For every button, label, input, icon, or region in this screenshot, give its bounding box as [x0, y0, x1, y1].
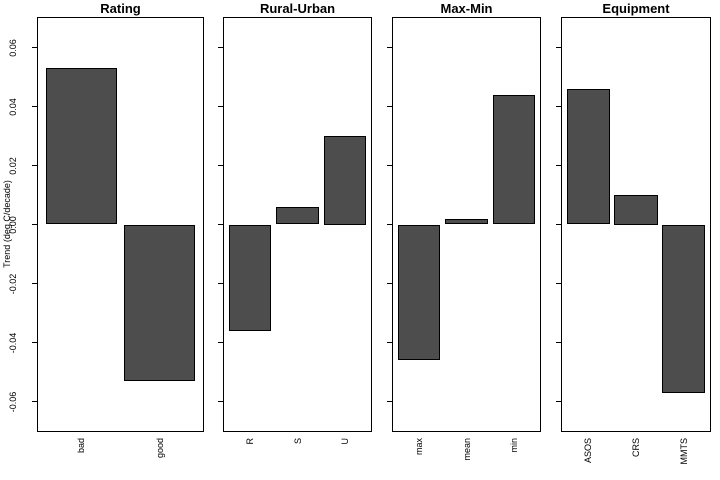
y-tick	[218, 283, 223, 284]
y-tick	[387, 342, 392, 343]
y-tick	[218, 401, 223, 402]
bar-S	[276, 206, 319, 225]
bar-bad	[45, 68, 117, 225]
y-tick	[387, 47, 392, 48]
y-tick	[387, 165, 392, 166]
y-tick	[556, 106, 561, 107]
x-label-CRS: CRS	[631, 438, 641, 458]
y-tick	[32, 106, 37, 107]
x-label-max: max	[414, 438, 425, 456]
y-tick-label: -0.06	[8, 391, 18, 412]
panel-title-rural-urban: Rural-Urban	[259, 1, 336, 16]
x-label-ASOS: ASOS	[583, 438, 594, 464]
x-label-min: min	[508, 438, 519, 453]
y-tick	[218, 47, 223, 48]
y-tick	[32, 47, 37, 48]
y-tick	[32, 224, 37, 225]
y-tick	[218, 165, 223, 166]
y-tick	[32, 165, 37, 166]
y-tick	[218, 342, 223, 343]
y-tick	[556, 224, 561, 225]
y-tick-label: 0.04	[8, 97, 18, 116]
y-tick	[556, 283, 561, 284]
x-label-mean: mean	[461, 438, 472, 461]
panel-title-rating: Rating	[100, 1, 141, 16]
y-tick	[32, 342, 37, 343]
bar-ASOS	[566, 88, 610, 225]
bar-R	[228, 224, 272, 331]
y-tick	[387, 106, 392, 107]
y-tick	[556, 342, 561, 343]
y-tick	[32, 283, 37, 284]
y-tick	[387, 283, 392, 284]
y-tick-label: 0.06	[8, 38, 18, 57]
x-label-S: S	[292, 438, 303, 445]
y-tick	[218, 106, 223, 107]
x-label-R: R	[245, 438, 256, 445]
bar-good	[124, 224, 196, 381]
panel-title-equipment: Equipment	[602, 1, 670, 16]
y-tick	[556, 401, 561, 402]
panel-equipment-plot: ASOS CRS MMTS	[556, 17, 711, 465]
y-tick	[556, 47, 561, 48]
x-label-MMTS: MMTS	[678, 438, 689, 465]
y-tick-label: -0.02	[8, 273, 18, 294]
y-tick	[387, 224, 392, 225]
y-tick	[32, 401, 37, 402]
panel-max-min-plot: max mean min	[387, 17, 541, 461]
y-tick	[556, 165, 561, 166]
bar-mean	[445, 218, 488, 225]
y-tick-label: -0.04	[8, 332, 18, 353]
panel-title-max-min: Max-Min	[440, 1, 493, 16]
bar-U	[323, 136, 367, 225]
bar-MMTS	[662, 224, 706, 393]
y-tick-label: 0.00	[8, 215, 18, 234]
x-label-good: good	[154, 438, 165, 459]
y-tick-label: 0.02	[8, 156, 18, 175]
panel-rating-plot: bad good	[32, 17, 204, 458]
x-label-U: U	[339, 438, 350, 445]
x-label-bad: bad	[76, 438, 87, 454]
y-tick	[387, 401, 392, 402]
bar-min	[492, 94, 536, 225]
bar-CRS	[614, 195, 658, 225]
bar-max	[397, 224, 441, 361]
y-tick	[218, 224, 223, 225]
